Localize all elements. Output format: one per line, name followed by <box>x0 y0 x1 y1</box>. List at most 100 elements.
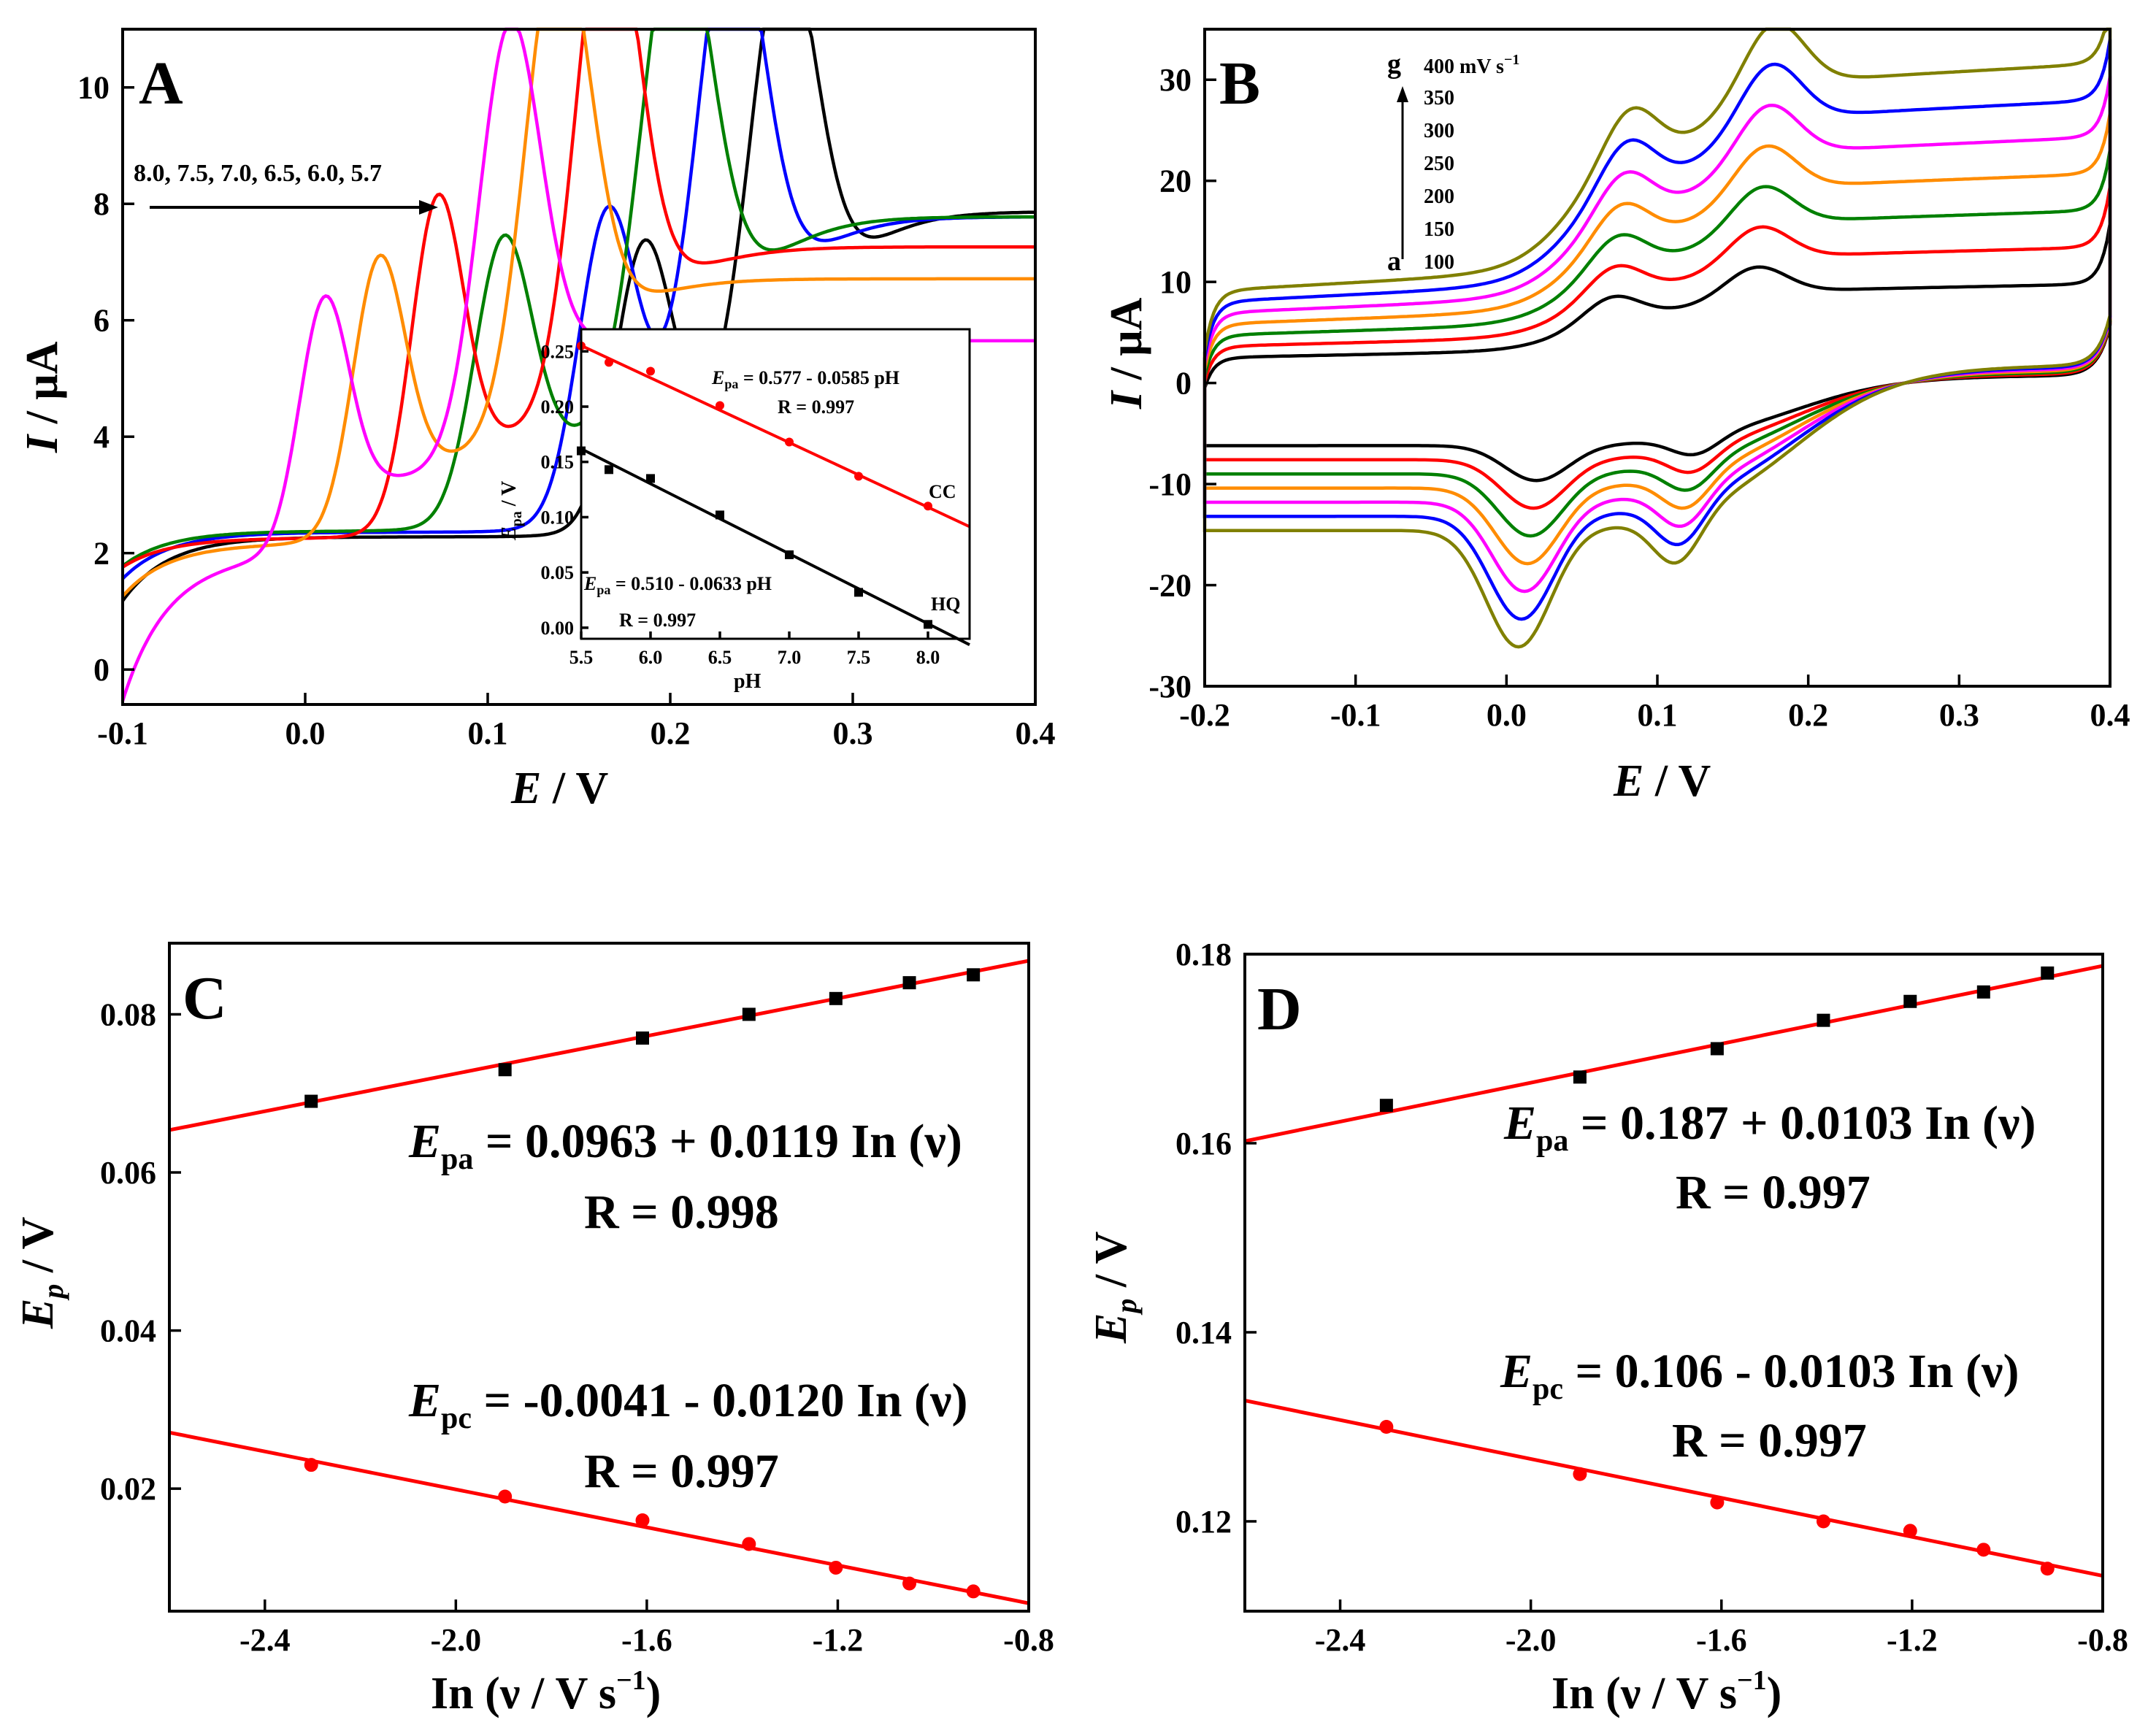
data-point-epa <box>967 968 981 982</box>
cv-loop-2 <box>1203 186 2112 510</box>
panel-d-frame <box>1243 953 2104 1613</box>
data-point-epa <box>1903 994 1917 1008</box>
y-tick-label: 0.20 <box>541 396 575 418</box>
panel-d-letter: D <box>1257 975 1302 1043</box>
legend-letter-a: a <box>1387 246 1401 277</box>
data-point-epc <box>902 1576 917 1591</box>
x-tick-label: 5.5 <box>569 647 594 668</box>
panel-b-legend: g a 400 mV s−1 350 300 250 200 150 100 <box>1387 49 1519 277</box>
legend-rate-300: 300 <box>1424 120 1454 142</box>
data-point-epc <box>1903 1524 1917 1538</box>
panel-d-x-ticks: -2.4 -2.0 -1.6 -1.2 -0.8 <box>1315 1599 2128 1658</box>
panel-b-ylabel: I / μA <box>1102 297 1151 410</box>
data-point-epa <box>902 976 916 990</box>
cv-loop-7 <box>1203 27 2112 649</box>
inset-fit-line-cc <box>580 344 970 529</box>
panel-d-xlabel: In (ν / V s−1) <box>1551 1665 1781 1718</box>
x-tick-label: 0.1 <box>1638 697 1678 733</box>
inset-cc-label: CC <box>929 481 956 502</box>
y-tick-label: 2 <box>93 536 110 572</box>
panel-c-letter: C <box>183 964 227 1032</box>
legend-rate-350: 350 <box>1424 87 1454 110</box>
legend-rate-200: 200 <box>1424 185 1454 208</box>
panel-d: -2.4 -2.0 -1.6 -1.2 -0.8 0.120.140.160.18 D … <box>1086 937 2128 1718</box>
x-tick-label: -0.1 <box>97 715 148 751</box>
data-point-epc <box>1379 1419 1394 1434</box>
x-tick-label: -0.8 <box>1003 1622 1054 1658</box>
legend-rate-100: 100 <box>1424 251 1454 274</box>
panel-b-x-ticks: -0.2 -0.1 0.0 0.1 0.2 0.3 0.4 <box>1179 675 2130 733</box>
data-point-epc <box>2040 1562 2055 1576</box>
x-tick-label: 8.0 <box>916 647 940 668</box>
y-tick-label: 4 <box>93 419 110 455</box>
data-point-epa <box>1710 1042 1724 1056</box>
data-point-epa <box>498 1063 512 1077</box>
data-point-epa <box>636 1031 650 1045</box>
panel-b-frame <box>1203 28 2111 688</box>
panel-a-y-ticks: 0 2 4 6 8 10 <box>77 70 134 688</box>
y-tick-label: 0.02 <box>100 1471 156 1507</box>
data-point-epc <box>742 1537 756 1551</box>
inset-point-hq <box>854 588 863 597</box>
y-tick-label: 10 <box>1159 264 1192 300</box>
inset-point-hq <box>924 620 932 629</box>
x-tick-label: 0.4 <box>2090 697 2130 733</box>
inset-point-hq <box>785 550 794 559</box>
panel-a-arrow <box>150 200 438 215</box>
data-point-epc <box>1976 1543 1991 1557</box>
data-point-epc <box>966 1584 981 1599</box>
inset-cc-r: R = 0.997 <box>778 396 854 418</box>
y-tick-label: -20 <box>1148 568 1192 604</box>
y-tick-label: 0.25 <box>541 341 575 362</box>
panel-a-x-ticks: -0.1 0.0 0.1 0.2 0.3 0.4 <box>97 693 1056 751</box>
legend-letter-g: g <box>1387 49 1401 80</box>
y-tick-label: 8 <box>93 186 110 222</box>
data-point-epc <box>304 1458 318 1472</box>
data-point-epa <box>1379 1099 1393 1113</box>
y-tick-label: 0 <box>93 652 110 688</box>
panel-c-eq-pa: Epa = 0.0963 + 0.0119 In (ν) <box>408 1115 962 1176</box>
x-tick-label: 6.0 <box>639 647 663 668</box>
panel-a-ph-sequence: 8.0, 7.5, 7.0, 6.5, 6.0, 5.7 <box>134 160 382 187</box>
panel-d-y-ticks: 0.12 0.14 0.16 0.18 <box>1175 937 1257 1540</box>
panel-a-letter: A <box>139 50 183 118</box>
panel-b-curves <box>1203 27 2112 649</box>
y-tick-label: 0.18 <box>1175 937 1232 972</box>
inset-xlabel: pH <box>734 670 762 693</box>
data-point-epa <box>2041 966 2055 980</box>
panel-c-frame <box>168 942 1030 1613</box>
panel-c-x-ticks: -2.4 -2.0 -1.6 -1.2 -0.8 <box>239 1599 1054 1658</box>
panel-d-eq-pc: Epc = 0.106 - 0.0103 In (ν) <box>1500 1345 2019 1406</box>
fit-line-epa <box>169 959 1029 1132</box>
x-tick-label: 7.0 <box>778 647 802 668</box>
panel-d-ylabel: Ep / V <box>1086 1232 1143 1344</box>
inset-hq-r: R = 0.997 <box>619 610 696 631</box>
x-tick-label: -0.8 <box>2077 1622 2128 1658</box>
y-tick-label: -10 <box>1148 466 1192 502</box>
panel-d-r-pa: R = 0.997 <box>1676 1166 1871 1219</box>
data-point-epa <box>1573 1070 1587 1084</box>
y-tick-label: 30 <box>1159 62 1192 98</box>
data-point-epa <box>304 1094 318 1108</box>
panel-b-letter: B <box>1219 50 1260 118</box>
inset-cc-equation: Epa = 0.577 - 0.0585 pH <box>711 367 900 391</box>
legend-rate-150: 150 <box>1424 218 1454 241</box>
inset-point-hq <box>716 510 724 520</box>
inset-point-hq <box>646 474 655 483</box>
y-tick-label: 0.00 <box>541 618 575 639</box>
y-tick-label: 0.15 <box>541 452 575 473</box>
data-point-epc <box>1710 1495 1725 1510</box>
legend-rate-250: 250 <box>1424 153 1454 175</box>
panel-c-y-ticks: 0.02 0.04 0.06 0.08 <box>100 996 181 1507</box>
data-point-epc <box>1573 1467 1587 1481</box>
cv-loop-1 <box>1203 223 2112 483</box>
inset-point-cc <box>924 502 932 511</box>
x-tick-label: 0.4 <box>1016 715 1056 751</box>
x-tick-label: 0.3 <box>1939 697 1979 733</box>
cv-loop-4 <box>1203 112 2112 566</box>
y-tick-label: 10 <box>77 70 110 106</box>
x-tick-label: -2.4 <box>1315 1622 1366 1658</box>
inset-ylabel: Epa / V <box>498 481 525 541</box>
panel-c-xlabel: In (ν / V s−1) <box>431 1665 661 1718</box>
panel-d-eq-pa: Epa = 0.187 + 0.0103 In (ν) <box>1503 1096 2036 1158</box>
